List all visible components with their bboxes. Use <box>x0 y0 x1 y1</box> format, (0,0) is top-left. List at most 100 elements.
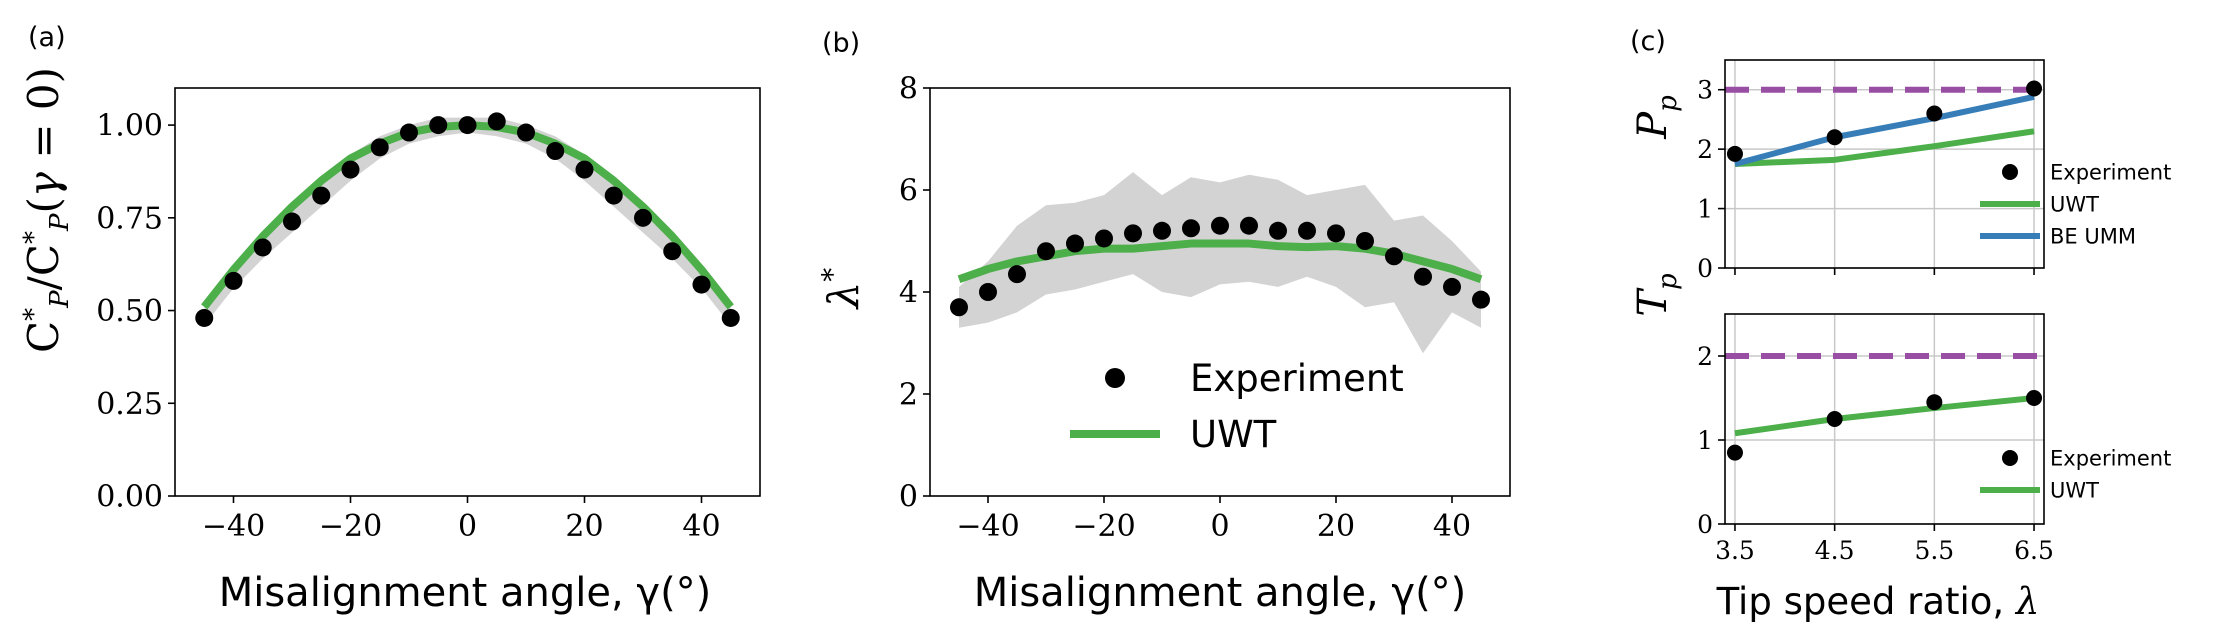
chart-c-bottom-xtick-label: 3.5 <box>1715 536 1755 565</box>
chart-b-xtick-label: 20 <box>1317 509 1355 544</box>
chart-a-point <box>692 275 711 294</box>
panel-label-b: (b) <box>822 28 860 59</box>
chart-b-point <box>1095 229 1113 248</box>
chart-a-ytick-label: 0.75 <box>96 201 163 236</box>
chart-c-bottom-legend-label: Experiment <box>2050 446 2171 470</box>
svg-text:λ*: λ* <box>816 268 868 311</box>
chart-a-point <box>663 242 682 261</box>
chart-c-top-legend-label: BE UMM <box>2050 224 2136 248</box>
chart-c-top-ytick-label: 1 <box>1697 194 1713 223</box>
chart-b-point <box>1385 247 1403 266</box>
chart-c-bottom-xtick-label: 4.5 <box>1815 536 1855 565</box>
chart-b: 0 2 4 6 8 −40 −20 0 20 40 Experiment UWT <box>899 72 1511 544</box>
chart-a-xtick-label: 40 <box>682 509 720 544</box>
chart-a-ytick-label: 0.00 <box>96 480 163 515</box>
chart-b-point <box>1443 277 1461 296</box>
chart-a-ytick-label: 0.25 <box>96 387 163 422</box>
chart-a-point <box>370 138 389 157</box>
chart-b-ytick-label: 8 <box>899 72 918 107</box>
chart-a-point <box>634 208 652 227</box>
chart-b-legend-label: Experiment <box>1190 357 1404 400</box>
chart-b-point <box>1327 224 1345 243</box>
chart-a-ytick-label: 0.50 <box>96 294 163 329</box>
chart-b-ylabel: λ* <box>816 268 868 311</box>
chart-a-point <box>283 212 301 231</box>
chart-a-point <box>721 308 740 327</box>
chart-b-uncertainty-band <box>959 172 1481 354</box>
chart-b-xlabel: Misalignment angle, γ(°) <box>974 570 1467 616</box>
chart-b-ytick-label: 0 <box>899 480 918 515</box>
chart-a-point <box>517 123 535 142</box>
svg-text:Pp: Pp <box>1630 95 1683 140</box>
chart-c-top-ytick-label: 2 <box>1697 135 1713 164</box>
chart-a-point <box>546 142 565 161</box>
chart-b-legend-label: UWT <box>1190 413 1277 456</box>
chart-c-top-legend-label: Experiment <box>2050 160 2171 184</box>
chart-c-top-ytick-label: 3 <box>1697 75 1713 104</box>
chart-b-point <box>950 298 968 317</box>
chart-b-xtick-label: 40 <box>1433 509 1471 544</box>
chart-c-top-legend-marker-experiment <box>2002 164 2018 180</box>
chart-a-xtick-label: −40 <box>202 509 265 544</box>
chart-a-point <box>253 238 272 257</box>
svg-text:C*P/C*P(γ = 0): C*P/C*P(γ = 0) <box>19 67 75 353</box>
chart-c-bottom-point <box>1926 394 1943 411</box>
chart-c-bottom-point <box>1826 411 1843 427</box>
chart-c-top-line-be-umm <box>1734 93 2035 167</box>
chart-c-top-ylabel: Pp <box>1630 95 1683 140</box>
chart-b-xtick-label: −20 <box>1072 509 1135 544</box>
chart-c-bottom-legend-label: UWT <box>2050 478 2099 502</box>
chart-b-xtick-label: 0 <box>1210 509 1229 544</box>
chart-c-top-ytick-label: 0 <box>1697 254 1713 283</box>
chart-a-point <box>458 116 477 135</box>
chart-a-point <box>487 112 506 131</box>
chart-b-point <box>1182 219 1200 238</box>
chart-b-ytick-label: 2 <box>899 378 918 413</box>
chart-c-bottom-point <box>2026 390 2043 406</box>
chart-b-point <box>1240 216 1258 235</box>
chart-b-point <box>1298 221 1316 240</box>
chart-b-point <box>979 283 997 301</box>
chart-c-bottom-ytick-label: 0 <box>1697 510 1713 539</box>
chart-c-bottom-xtick-label: 6.5 <box>2014 536 2054 565</box>
chart-b-xtick-label: −40 <box>956 509 1019 544</box>
chart-b-point <box>1356 232 1374 250</box>
chart-c-bottom-line-uwt <box>1734 395 2035 437</box>
chart-a-ytick-label: 1.00 <box>96 109 163 144</box>
chart-a-point <box>341 160 360 179</box>
chart-c-top: 0 1 2 3 Experiment UWT BE UMM <box>1697 59 2171 283</box>
chart-b-point <box>1414 267 1432 286</box>
chart-b-point <box>1066 234 1084 253</box>
chart-a-ylabel: C*P/C*P(γ = 0) <box>19 67 75 353</box>
chart-a-point <box>604 186 623 205</box>
chart-b-point <box>1472 290 1490 309</box>
chart-c-top-legend-label: UWT <box>2050 192 2099 216</box>
chart-c-top-line-uwt <box>1734 128 2035 167</box>
chart-a-point <box>429 116 448 135</box>
chart-c-xlabel: Tip speed ratio, λ <box>1716 580 2040 623</box>
chart-a-point <box>575 160 594 179</box>
chart-b-ytick-label: 4 <box>899 276 918 311</box>
chart-b-legend-marker-experiment <box>1105 368 1125 388</box>
chart-c-bottom-xtick-label: 5.5 <box>1914 536 1954 565</box>
chart-b-point <box>1037 242 1055 261</box>
chart-b-point <box>1211 216 1229 235</box>
chart-c-bottom-frame <box>1724 313 2045 525</box>
chart-b-point <box>1269 221 1287 240</box>
chart-a-frame <box>174 87 761 497</box>
chart-c-bottom-ytick-label: 2 <box>1697 342 1713 371</box>
chart-a-point <box>400 123 418 142</box>
chart-c-bottom-ylabel: Tp <box>1630 273 1683 317</box>
chart-b-ytick-label: 6 <box>899 174 918 209</box>
chart-a-point <box>312 186 331 205</box>
chart-c-top-frame <box>1724 59 2045 269</box>
chart-a-xlabel: Misalignment angle, γ(°) <box>219 570 712 616</box>
chart-c-top-point <box>1926 105 1943 122</box>
chart-c-bottom-legend-marker-experiment <box>2002 450 2018 466</box>
chart-a-xtick-label: 0 <box>458 509 477 544</box>
chart-a-point <box>195 308 214 327</box>
chart-c-top-point <box>1726 145 1743 162</box>
chart-c-bottom-ytick-label: 1 <box>1697 426 1713 455</box>
panel-label-c: (c) <box>1630 26 1666 57</box>
